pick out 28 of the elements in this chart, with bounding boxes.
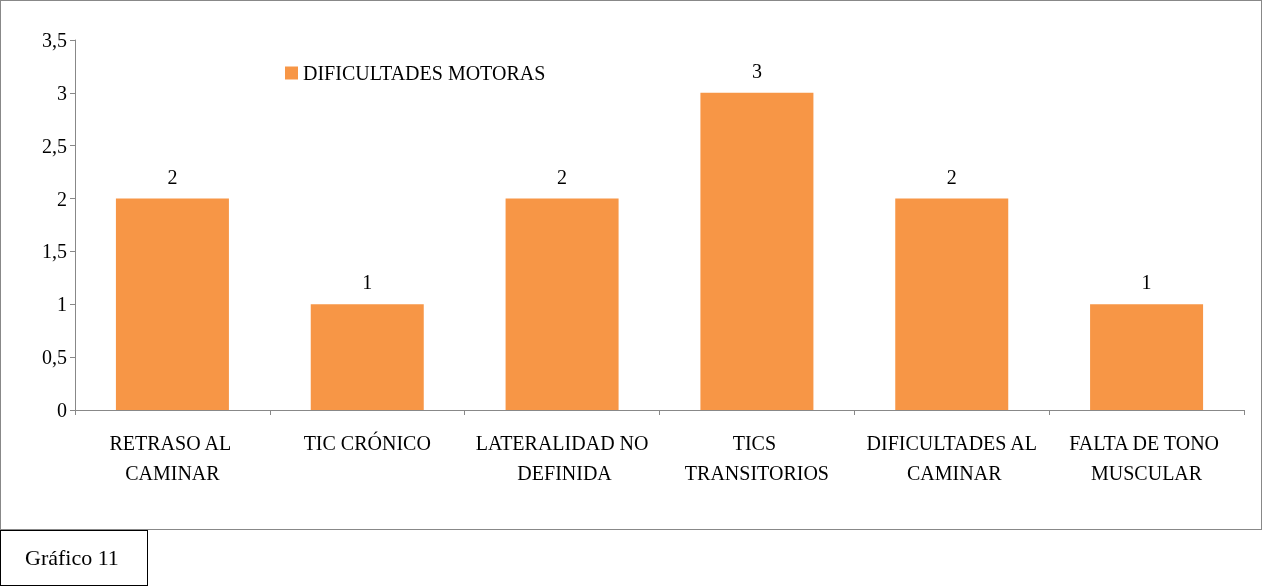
y-tick-label: 0 [57, 399, 67, 421]
bar [700, 92, 814, 410]
text: Gráfico 11 [0, 530, 148, 586]
data-label: 2 [946, 165, 957, 188]
x-tick-label: DIFICULTADES AL CAMINAR [866, 432, 1037, 484]
legend-label: DIFICULTADES MOTORAS [303, 62, 546, 84]
y-tick-label: 3 [57, 81, 67, 104]
x-tick-label: RETRASO AL CAMINAR [109, 432, 236, 484]
y-tick-label: 2 [57, 187, 67, 210]
bar [310, 304, 424, 410]
y-tick-label: 0,5 [42, 346, 67, 369]
y-tick-label: 1 [57, 293, 67, 316]
y-tick-label: 3,5 [42, 29, 67, 51]
bar [1090, 304, 1204, 410]
data-label: 1 [1141, 271, 1152, 294]
data-label: 2 [167, 165, 178, 188]
x-tick-label: TICS TRANSITORIOS [684, 432, 829, 484]
data-label: 2 [557, 165, 568, 188]
x-tick-label: LATERALIDAD NO DEFINIDA [475, 432, 649, 484]
x-tick-label: TIC CRÓNICO [303, 431, 431, 454]
data-label: 1 [362, 271, 373, 294]
bar [115, 198, 229, 410]
y-tick-label: 1,5 [42, 240, 67, 263]
data-label: 3 [751, 59, 762, 82]
bar [505, 198, 619, 410]
y-tick-label: 2,5 [42, 134, 67, 157]
x-tick-label: FALTA DE TONO MUSCULAR [1069, 432, 1225, 484]
bar [895, 198, 1009, 410]
